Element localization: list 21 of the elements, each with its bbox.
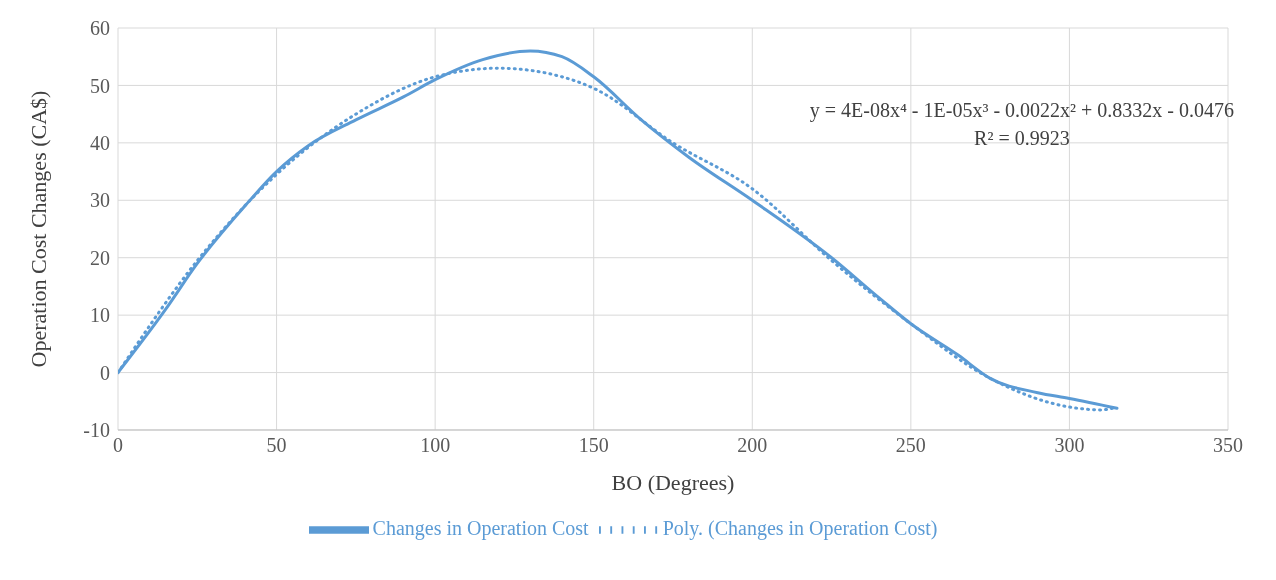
x-tick-label: 300 — [1054, 434, 1085, 457]
y-tick-label: -10 — [83, 419, 110, 442]
y-tick-label: 60 — [90, 17, 110, 40]
y-tick-label: 0 — [100, 361, 110, 384]
legend-label: Poly. (Changes in Operation Cost) — [662, 516, 938, 539]
y-tick-label: 10 — [90, 304, 110, 327]
y-axis-title: Operation Cost Changes (CA$) — [25, 90, 51, 368]
x-tick-label: 100 — [420, 434, 451, 457]
x-tick-label: 350 — [1213, 434, 1243, 457]
y-tick-label: 50 — [90, 74, 110, 97]
y-tick-label: 30 — [90, 189, 110, 212]
x-tick-label: 150 — [578, 434, 609, 457]
y-tick-label: 40 — [90, 131, 110, 154]
y-tick-label: 20 — [90, 246, 110, 269]
annotation: R² = 0.9923 — [973, 126, 1071, 151]
legend-label: Changes in Operation Cost — [372, 516, 589, 539]
x-tick-label: 250 — [895, 434, 926, 457]
x-tick-label: 50 — [266, 434, 287, 457]
x-tick-label: 200 — [737, 434, 768, 457]
annotation: y = 4E-08x⁴ - 1E-05x³ - 0.0022x² + 0.8332x - 0.0476 — [809, 98, 1234, 124]
x-axis-title: BO (Degrees) — [611, 470, 735, 495]
